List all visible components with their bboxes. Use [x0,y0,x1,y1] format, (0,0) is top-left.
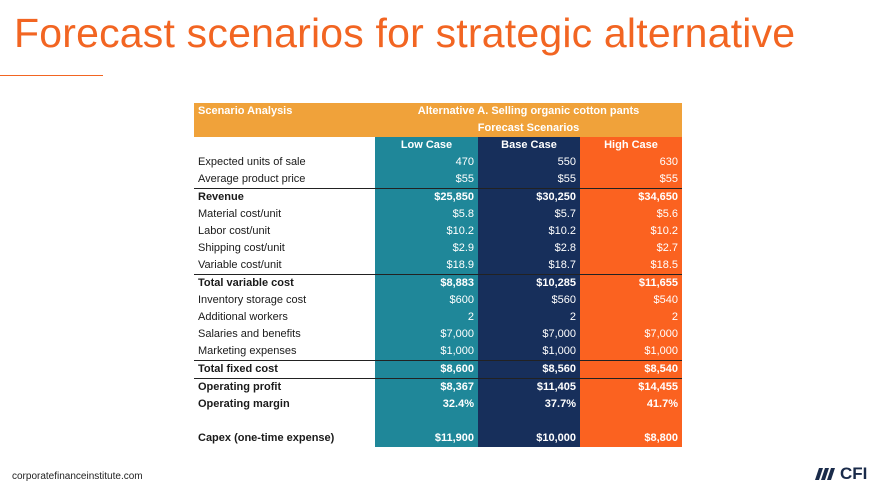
high-case-header: High Case [580,137,683,154]
base-case-header: Base Case [478,137,580,154]
low-value: $1,000 [375,343,478,361]
row-label: Shipping cost/unit [198,242,285,254]
base-value: $7,000 [478,326,580,343]
title-underline [0,75,103,76]
low-value: $18.9 [375,257,478,275]
case-header-blank [194,137,375,154]
table-row: Total variable cost $8,883 $10,285 $11,6… [194,274,683,292]
base-value: $18.7 [478,257,580,275]
table-row: Average product price $55 $55 $55 [194,171,683,189]
high-value: $540 [580,292,683,309]
high-value: $34,650 [580,188,683,206]
low-value: $55 [375,171,478,189]
base-value: 37.7% [478,396,580,413]
row-label: Average product price [198,173,306,185]
base-value: $11,405 [478,378,580,396]
table-row: Shipping cost/unit $2.9 $2.8 $2.7 [194,240,683,257]
base-value: $5.7 [478,206,580,223]
high-value: 630 [580,154,683,171]
table-row: Labor cost/unit $10.2 $10.2 $10.2 [194,223,683,240]
low-value: $600 [375,292,478,309]
high-value: 2 [580,309,683,326]
high-value: $1,000 [580,343,683,361]
base-value: $10.2 [478,223,580,240]
table-row: Revenue $25,850 $30,250 $34,650 [194,188,683,206]
table-row: Inventory storage cost $600 $560 $540 [194,292,683,309]
low-value: $25,850 [375,188,478,206]
high-value: $5.6 [580,206,683,223]
high-value: $2.7 [580,240,683,257]
row-label: Salaries and benefits [198,328,301,340]
page-title: Forecast scenarios for strategic alterna… [14,10,796,56]
low-value: 470 [375,154,478,171]
high-value: 41.7% [580,396,683,413]
footer-url: corporatefinanceinstitute.com [12,471,143,482]
base-value: $2.8 [478,240,580,257]
table-row: Capex (one-time expense) $11,900 $10,000… [194,430,683,447]
table-row: Expected units of sale 470 550 630 [194,154,683,171]
row-label: Material cost/unit [198,208,282,220]
row-label: Capex (one-time expense) [198,432,335,444]
table-header-left: Scenario Analysis [194,103,375,120]
base-value: 550 [478,154,580,171]
table-row: Material cost/unit $5.8 $5.7 $5.6 [194,206,683,223]
base-value: $10,285 [478,274,580,292]
row-label: Total variable cost [194,274,375,292]
table-row: Salaries and benefits $7,000 $7,000 $7,0… [194,326,683,343]
low-value: $5.8 [375,206,478,223]
row-label: Revenue [194,188,375,206]
row-label: Labor cost/unit [198,225,271,237]
low-case-header: Low Case [375,137,478,154]
table-header-alternative: Alternative A. Selling organic cotton pa… [375,103,683,120]
row-label: Additional workers [198,311,288,323]
high-value: $55 [580,171,683,189]
row-label: Variable cost/unit [198,259,282,271]
row-label: Operating margin [198,398,290,410]
low-value: 32.4% [375,396,478,413]
base-value: $55 [478,171,580,189]
cfi-logo: CFI [815,464,867,484]
table-row: Additional workers 2 2 2 [194,309,683,326]
table-header-forecast: Forecast Scenarios [375,120,683,137]
low-value: $11,900 [375,430,478,447]
row-label: Marketing expenses [198,345,297,357]
row-label: Total fixed cost [194,360,375,379]
high-value: $8,540 [580,360,683,379]
table-row: Total fixed cost $8,600 $8,560 $8,540 [194,360,683,379]
table-row: Variable cost/unit $18.9 $18.7 $18.5 [194,257,683,275]
table-row: Marketing expenses $1,000 $1,000 $1,000 [194,343,683,361]
row-label: Operating profit [194,378,375,396]
base-value: 2 [478,309,580,326]
table-header-blank [194,120,375,137]
spacer-row [194,413,683,430]
low-value: $8,367 [375,378,478,396]
base-value: $1,000 [478,343,580,361]
low-value: $2.9 [375,240,478,257]
low-value: $7,000 [375,326,478,343]
cfi-slashes-icon [815,468,835,480]
low-value: $10.2 [375,223,478,240]
base-value: $30,250 [478,188,580,206]
base-value: $560 [478,292,580,309]
high-value: $11,655 [580,274,683,292]
high-value: $14,455 [580,378,683,396]
table-row: Operating profit $8,367 $11,405 $14,455 [194,378,683,396]
low-value: $8,883 [375,274,478,292]
scenario-table: Scenario Analysis Alternative A. Selling… [194,103,683,447]
high-value: $7,000 [580,326,683,343]
high-value: $10.2 [580,223,683,240]
logo-text: CFI [840,464,868,483]
base-value: $8,560 [478,360,580,379]
low-value: 2 [375,309,478,326]
low-value: $8,600 [375,360,478,379]
row-label: Inventory storage cost [198,294,307,306]
base-value: $10,000 [478,430,580,447]
table-row: Operating margin 32.4% 37.7% 41.7% [194,396,683,413]
high-value: $18.5 [580,257,683,275]
row-label: Expected units of sale [198,156,306,168]
high-value: $8,800 [580,430,683,447]
